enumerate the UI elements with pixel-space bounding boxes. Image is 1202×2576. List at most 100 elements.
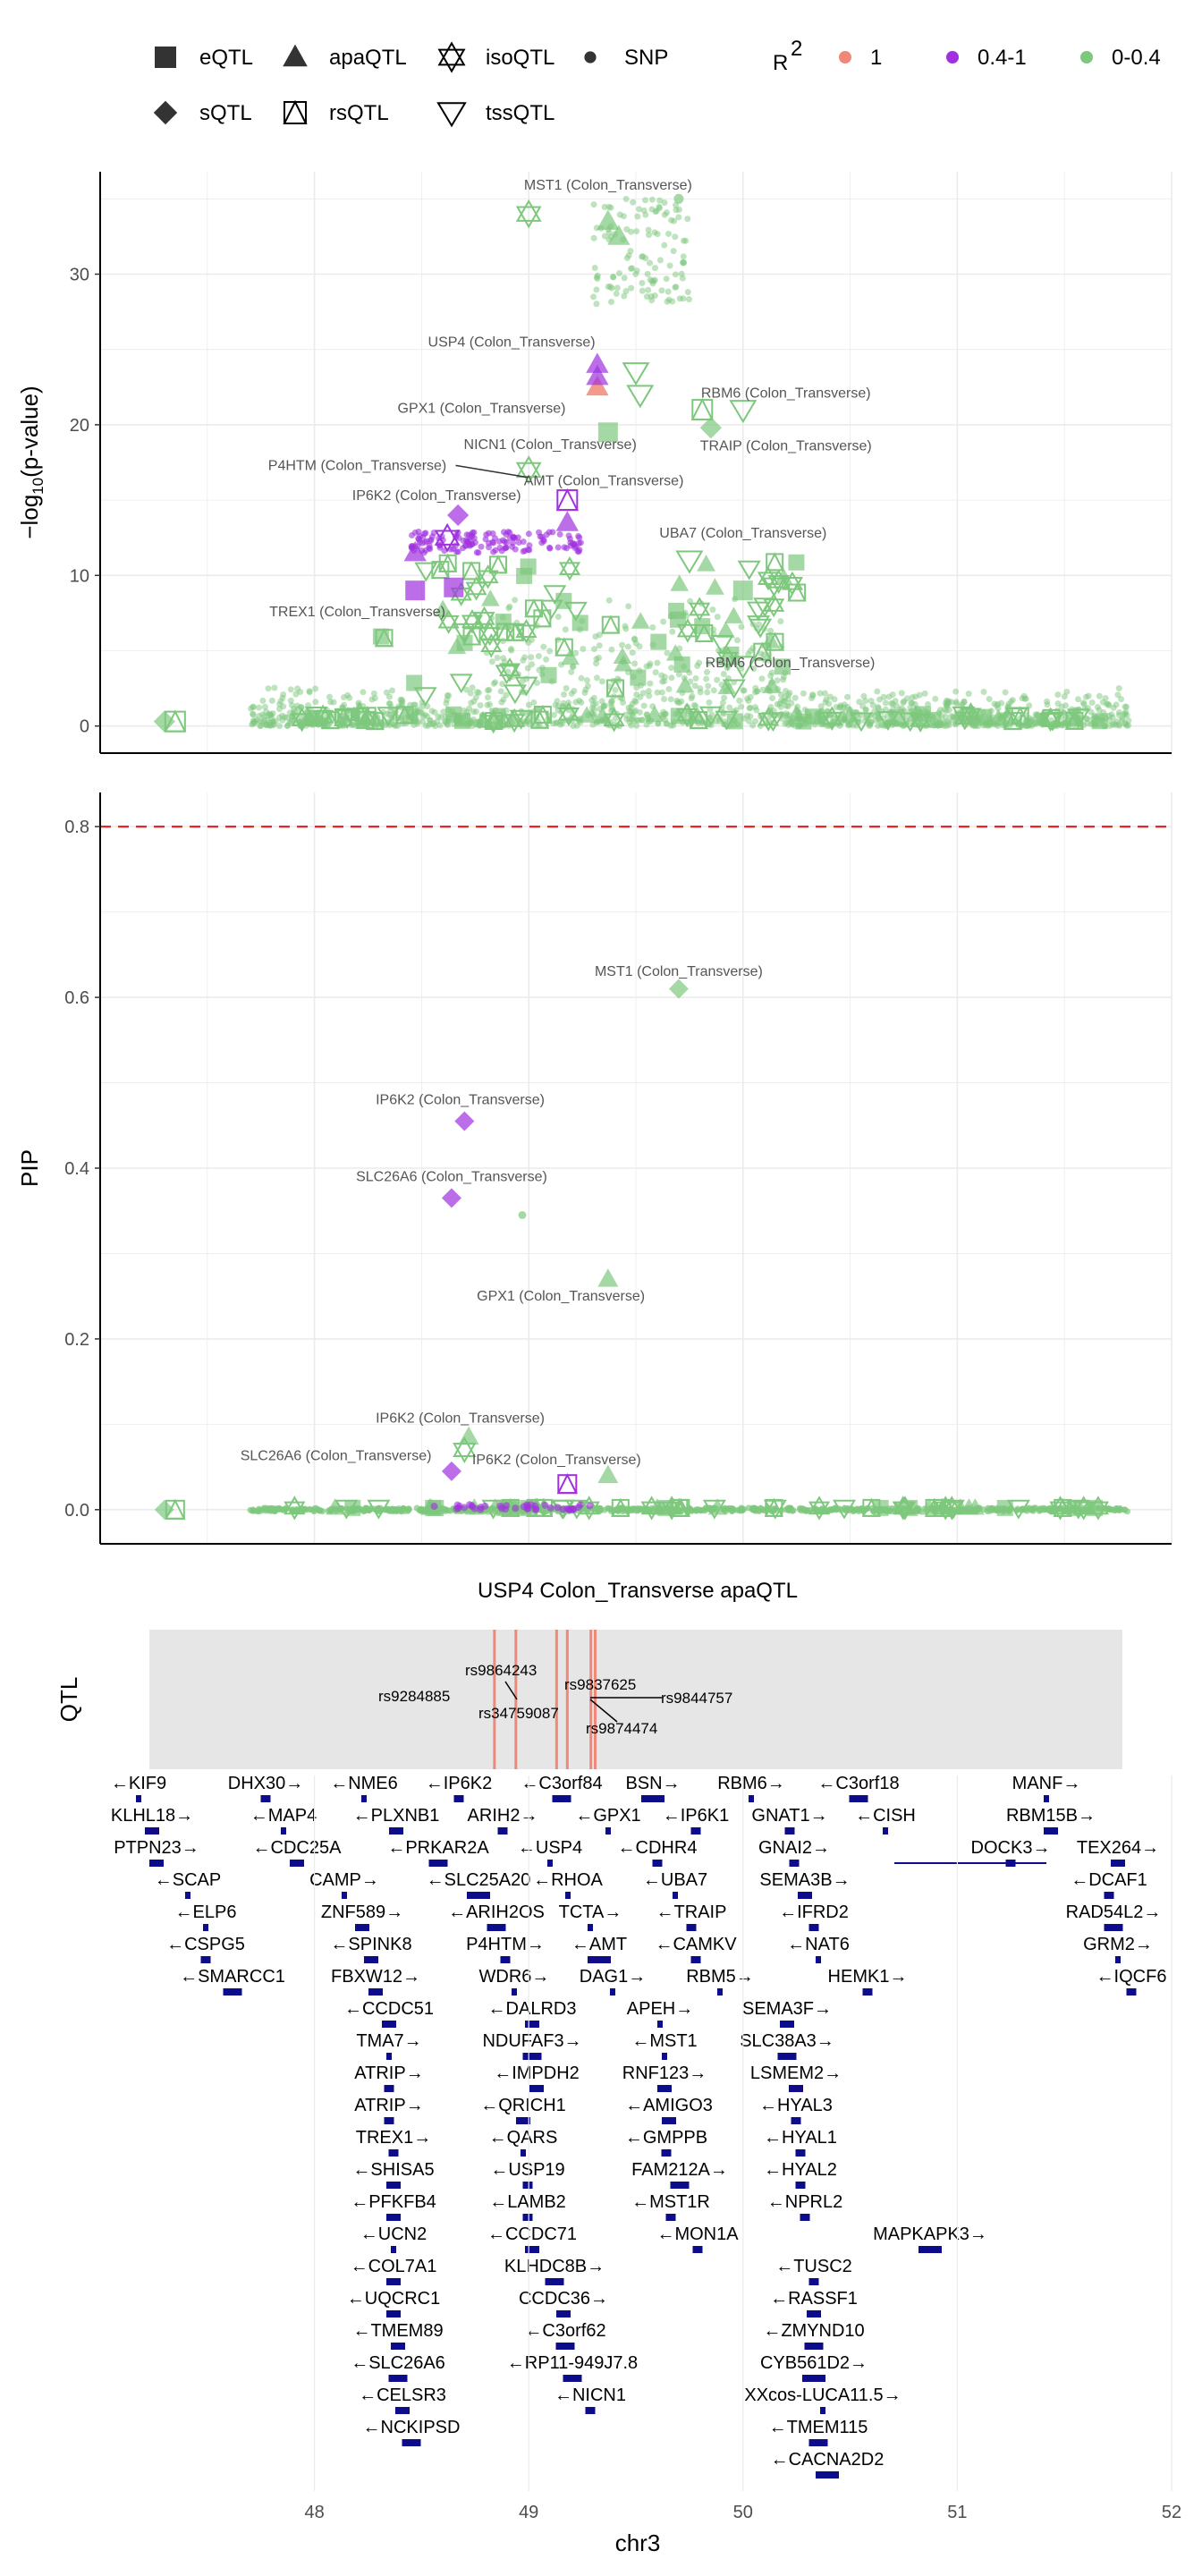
gene-label: ←CCDC71 [487, 2224, 577, 2244]
gene-body [384, 2085, 394, 2092]
gene-body [800, 2214, 810, 2221]
pip-point [518, 1211, 527, 1219]
gene-body [808, 2278, 819, 2285]
pip-point [556, 1472, 578, 1495]
gene-body [798, 1892, 812, 1899]
gene-label: ←CCDC51 [344, 1999, 434, 2019]
pvalue-point [586, 364, 609, 386]
gene-body [395, 2407, 410, 2414]
gene-label: ←ARIH2OS [448, 1902, 545, 1922]
y-axis-title: PIP [16, 1149, 43, 1187]
pip-point [454, 1111, 475, 1131]
gene-label: ←AMT [571, 1935, 627, 1954]
gene-label: ←CSPG5 [166, 1935, 245, 1954]
gene-body [382, 2021, 396, 2028]
gene-body [525, 2246, 539, 2253]
pip-point [441, 1188, 461, 1208]
gene-body [1115, 1956, 1121, 1963]
gene-body [386, 2053, 392, 2060]
gene-label: DOCK3→ [971, 1838, 1051, 1858]
qtl-snp-label: rs9284885 [378, 1688, 450, 1705]
gene-label: ←CDC25A [253, 1838, 343, 1858]
gene-body [661, 2149, 672, 2157]
gene-body [389, 1827, 403, 1835]
gene-body [388, 2149, 399, 2157]
gene-label: ←LAMB2 [489, 2192, 566, 2212]
gene-label: ←IP6K1 [663, 1806, 729, 1826]
gene-label: ←GPX1 [575, 1806, 640, 1826]
pvalue-point [405, 580, 426, 601]
gene-body [795, 2182, 806, 2189]
gene-label: TCTA→ [559, 1902, 622, 1922]
gene-label: ←IMPDH2 [494, 2063, 580, 2083]
gene-body [355, 1924, 369, 1931]
y-tick-label: 0.4 [64, 1159, 89, 1179]
pvalue-annotation: MST1 (Colon_Transverse) [524, 178, 692, 193]
gene-label: ←SLC25A20 [427, 1870, 531, 1890]
gene-label: ←QARS [489, 2128, 558, 2148]
gene-body [808, 2439, 828, 2446]
gene-body [789, 2085, 803, 2092]
snp-leader [504, 1681, 518, 1700]
gene-label: RBM5→ [686, 1967, 754, 1987]
pip-annotation: MST1 (Colon_Transverse) [595, 964, 763, 979]
gene-body [368, 1988, 383, 1996]
gene-label: ←RHOA [533, 1870, 603, 1890]
gene-label: RBM6→ [717, 1774, 785, 1793]
pvalue-point [690, 397, 714, 421]
pip-point [441, 1461, 461, 1481]
gene-label: RBM15B→ [1006, 1806, 1096, 1826]
gene-label: ←HYAL1 [764, 2128, 837, 2148]
gene-label: ←DALRD3 [488, 1999, 577, 2019]
gene-label: ←C3orf18 [817, 1774, 899, 1793]
gene-label: ←HYAL3 [759, 2096, 833, 2115]
gene-body [588, 1924, 593, 1931]
qtl-track-box [149, 1630, 1122, 1769]
gene-label: ←TMEM89 [352, 2321, 443, 2341]
pip-annotation: IP6K2 (Colon_Transverse) [472, 1453, 641, 1468]
gene-body [512, 1988, 517, 1996]
legend-icon-diamond [153, 100, 178, 125]
pip-annotation: GPX1 (Colon_Transverse) [477, 1289, 645, 1304]
qtl-y-axis-title: QTL [55, 1677, 82, 1723]
gene-label: ARIH2→ [468, 1806, 538, 1826]
x-axis-title: chr3 [615, 2529, 661, 2556]
gene-body [402, 2439, 421, 2446]
x-tick-label: 52 [1162, 2503, 1181, 2522]
gene-body [610, 1988, 615, 1996]
y-tick-label: 0.6 [64, 988, 89, 1008]
legend-icon-triangle-down [436, 102, 467, 128]
gene-body [453, 1795, 464, 1802]
gene-body [802, 2375, 825, 2382]
gene-label: ←NME6 [330, 1774, 398, 1793]
gene-label: ←MST1 [631, 2031, 697, 2051]
gene-label: PTPN23→ [114, 1838, 199, 1858]
gene-label: KLHL18→ [111, 1806, 193, 1826]
legend-icon-square-triangle [283, 99, 308, 124]
gene-label: ←NICN1 [554, 2385, 626, 2405]
pip-point [453, 1436, 477, 1464]
gene-body [1111, 1860, 1125, 1867]
gene-label: P4HTM→ [466, 1935, 545, 1954]
gene-label: GNAI2→ [758, 1838, 830, 1858]
gene-label: ←C3orf62 [524, 2321, 605, 2341]
gene-body [652, 1860, 663, 1867]
legend-label-SNP: SNP [624, 46, 668, 70]
gene-label: ATRIP→ [354, 2063, 423, 2083]
gene-label: ←PLXNB1 [353, 1806, 440, 1826]
legend-r2-label: 0.4-1 [978, 46, 1027, 70]
gene-body [791, 2117, 801, 2124]
gene-label: CAMP→ [309, 1870, 379, 1890]
y-tick-label: 10 [70, 566, 89, 586]
gene-label: ←COL7A1 [351, 2257, 437, 2276]
gene-body [281, 1827, 286, 1835]
gene-label: ←KIF9 [111, 1774, 166, 1793]
gene-body [1104, 1892, 1114, 1899]
pvalue-annotation: AMT (Colon_Transverse) [524, 473, 684, 488]
gene-label: ←RP11-949J7.8 [507, 2353, 638, 2373]
gene-label: ←CELSR3 [359, 2385, 446, 2405]
pvalue-point [732, 580, 753, 601]
gene-track: ←KIF9 DHX30→ ←NME6 ←IP6K2 ←C3orf84 BSN→ RBM6→ ←… [111, 1774, 1181, 2556]
gene-body [529, 2085, 544, 2092]
gene-body [384, 2117, 394, 2124]
